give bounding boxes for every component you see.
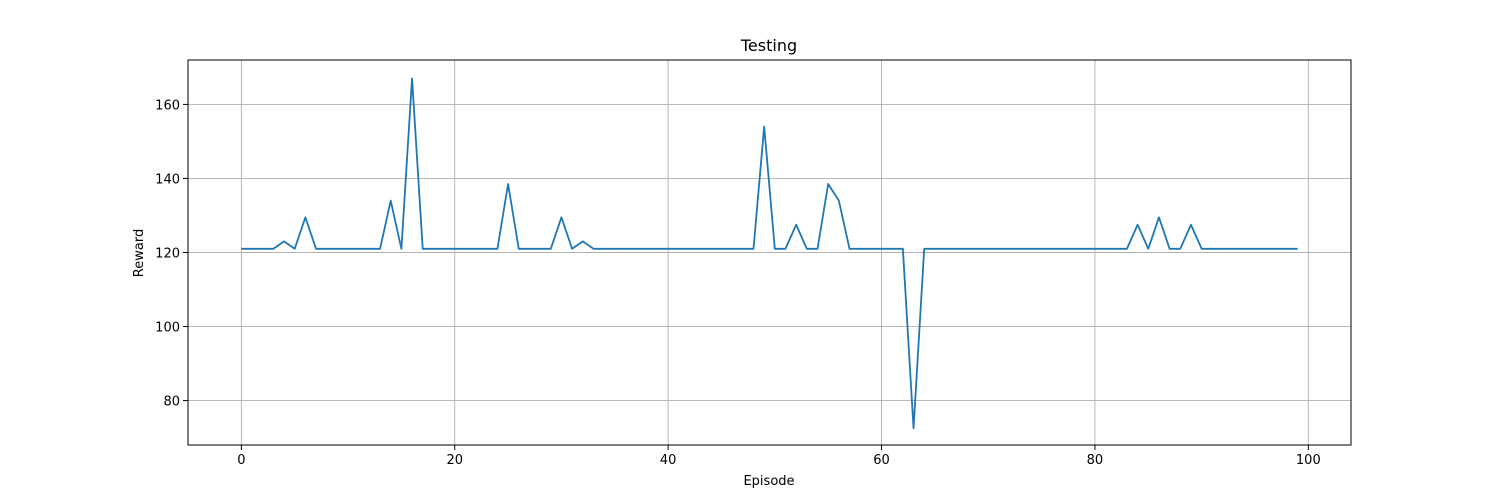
x-axis-ticks: 0 20 40 60 80 100 [237,445,1321,468]
y-tick-label: 160 [155,98,180,113]
x-tick-label: 40 [660,453,677,468]
y-tick-label: 120 [155,247,180,262]
series-line [241,77,1298,430]
grid-lines [188,60,1351,445]
y-tick-label: 80 [163,395,180,410]
y-axis-ticks: 80 100 120 140 160 [155,98,188,410]
y-tick-label: 100 [155,321,180,336]
x-tick-label: 60 [873,453,890,468]
y-axis-label: Reward [132,229,147,277]
x-tick-label: 0 [237,453,245,468]
series-layer [241,77,1298,430]
y-tick-label: 140 [155,172,180,187]
x-tick-label: 100 [1296,453,1321,468]
x-tick-label: 20 [446,453,463,468]
x-tick-label: 80 [1087,453,1104,468]
x-axis-label: Episode [743,474,794,489]
chart-title: Testing [740,36,797,55]
